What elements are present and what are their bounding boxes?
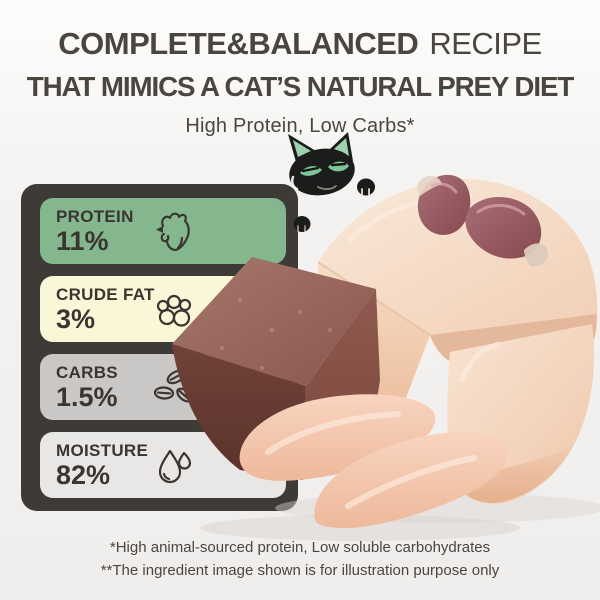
protein-value: 11%	[56, 226, 109, 256]
black-cat-illustration	[288, 132, 375, 232]
title-bold-part: COMPLETE&BALANCED	[58, 26, 419, 61]
crude-fat-value: 3%	[56, 304, 96, 334]
moisture-value: 82%	[56, 460, 111, 490]
moisture-label: MOISTURE	[56, 441, 149, 460]
title-line-2: THAT MIMICS A CAT’S NATURAL PREY DIET	[26, 71, 575, 102]
nutrition-row-crude-fat: CRUDE FAT 3%	[40, 276, 286, 342]
fat-droplets-icon	[151, 287, 195, 331]
header: COMPLETE&BALANCED RECIPE THAT MIMICS A CA…	[0, 26, 600, 138]
grain-seeds-icon	[151, 365, 195, 409]
title-line-1: COMPLETE&BALANCED RECIPE	[0, 26, 600, 62]
chicken-breast-wedge	[317, 178, 598, 424]
footnote-2: **The ingredient image shown is for illu…	[100, 562, 500, 579]
cat-right-eye	[328, 161, 349, 172]
chicken-wedge-slice	[447, 324, 595, 504]
pie-shadow	[275, 493, 600, 523]
footnote-1: *High animal-sourced protein, Low solubl…	[109, 539, 491, 556]
nutrition-row-carbs: CARBS 1.5%	[40, 354, 286, 420]
water-drop-icon	[151, 443, 195, 487]
nutrition-row-protein: PROTEIN 11%	[40, 198, 286, 264]
carbs-value: 1.5%	[56, 382, 118, 412]
footnotes: *High animal-sourced protein, Low solubl…	[0, 536, 600, 582]
nutrition-row-moisture: MOISTURE 82%	[40, 432, 286, 498]
chicken-hearts	[417, 174, 549, 267]
nutrition-panel: PROTEIN 11% CRUDE FAT 3%	[21, 184, 298, 511]
protein-label: PROTEIN	[56, 207, 134, 226]
cat-paw-right	[357, 178, 375, 196]
carbs-label: CARBS	[56, 363, 118, 382]
chicken-icon	[151, 209, 195, 253]
cat-left-eye	[300, 166, 322, 176]
crude-fat-label: CRUDE FAT	[56, 285, 155, 304]
subtitle: High Protein, Low Carbs*	[185, 115, 415, 137]
title-regular-part: RECIPE	[429, 26, 542, 61]
